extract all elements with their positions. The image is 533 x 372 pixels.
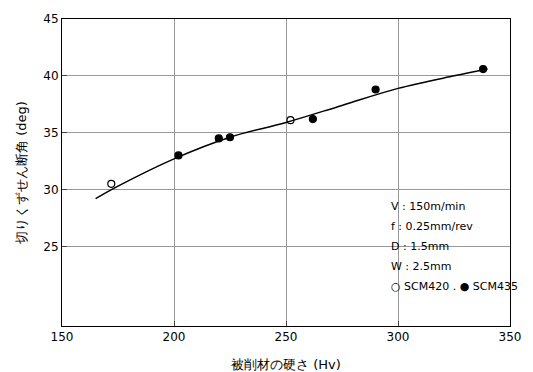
svg-text:f : 0.25mm/rev: f : 0.25mm/rev [391, 220, 473, 233]
svg-text:W : 2.5mm: W : 2.5mm [391, 260, 452, 273]
svg-text:30: 30 [43, 183, 58, 197]
svg-text:200: 200 [163, 330, 186, 344]
svg-text:40: 40 [43, 69, 58, 83]
svg-text:25: 25 [43, 240, 58, 254]
svg-text:45: 45 [43, 12, 58, 26]
svg-text:V : 150m/min: V : 150m/min [391, 200, 465, 213]
svg-text:切りくずせん断角 (deg): 切りくずせん断角 (deg) [14, 101, 29, 244]
svg-text:被削材の硬さ (Hv): 被削材の硬さ (Hv) [231, 357, 341, 372]
svg-text:35: 35 [43, 126, 58, 140]
svg-text:150: 150 [51, 330, 74, 344]
svg-text:○ SCM420 . ● SCM435: ○ SCM420 . ● SCM435 [391, 280, 518, 293]
svg-text:250: 250 [275, 330, 298, 344]
svg-text:350: 350 [499, 330, 522, 344]
svg-text:D : 1.5mm: D : 1.5mm [391, 240, 449, 253]
svg-text:300: 300 [387, 330, 410, 344]
